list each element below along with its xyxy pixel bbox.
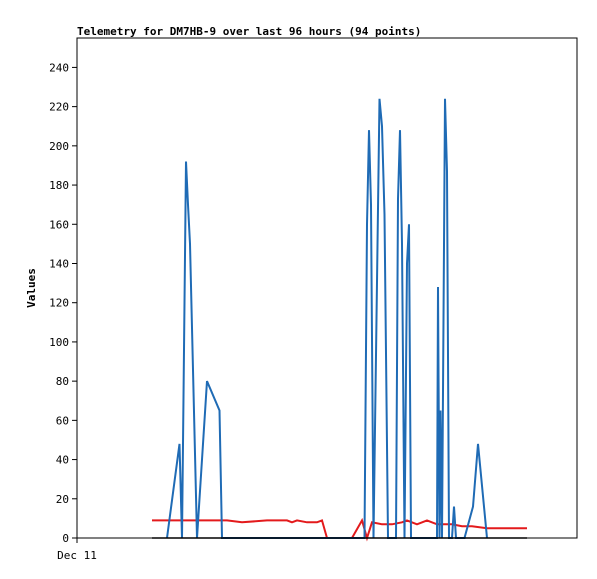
y-tick-label: 60 [56, 414, 69, 427]
y-tick-label: 20 [56, 493, 69, 506]
y-tick-label: 140 [49, 257, 69, 270]
y-tick-label: 240 [49, 61, 69, 74]
chart-title: Telemetry for DM7HB-9 over last 96 hours… [77, 25, 421, 38]
y-axis: 0 20 40 60 80 100 120 140 160 180 200 220 240 [49, 61, 77, 545]
y-tick-label: 180 [49, 179, 69, 192]
x-axis: Dec 11 [57, 538, 97, 562]
y-axis-label: Values [25, 268, 38, 308]
y-tick-label: 80 [56, 375, 69, 388]
series-line-blue [166, 98, 488, 539]
y-tick-label: 0 [62, 532, 69, 545]
y-tick-label: 40 [56, 454, 69, 467]
plot-frame [76, 37, 578, 539]
x-tick-label: Dec 11 [57, 549, 97, 562]
series-layer [152, 98, 527, 542]
y-tick-label: 120 [49, 297, 69, 310]
y-tick-label: 100 [49, 336, 69, 349]
y-tick-label: 160 [49, 218, 69, 231]
y-tick-label: 220 [49, 101, 69, 114]
series-line-red [152, 517, 527, 542]
y-tick-label: 200 [49, 140, 69, 153]
